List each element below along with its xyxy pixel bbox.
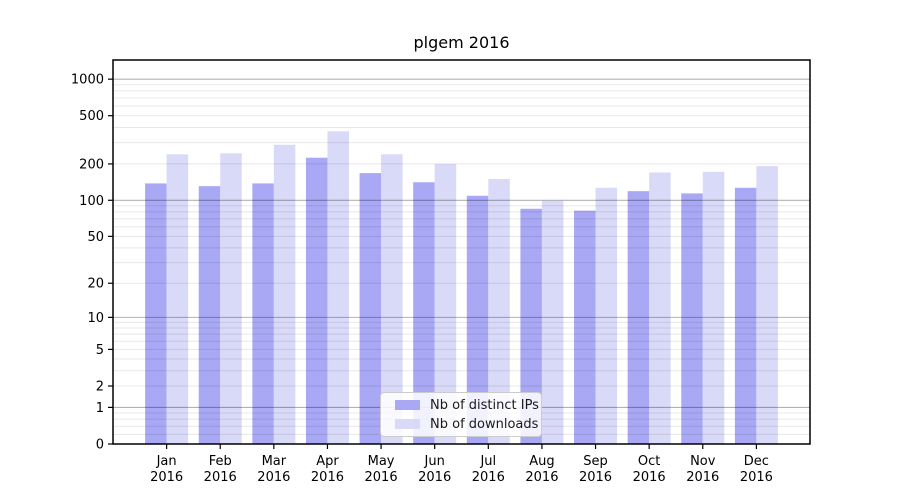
bar-downloads-mar — [273, 144, 296, 444]
legend-swatch-downloads — [395, 419, 420, 429]
bar-downloads-nov — [702, 171, 725, 445]
x-tick-label-year: 2016 — [204, 470, 237, 485]
bar-downloads-feb — [220, 153, 242, 445]
bar-distinct-ips-oct — [627, 191, 650, 444]
x-tick-label-year: 2016 — [257, 470, 290, 485]
x-tick-label-year: 2016 — [525, 470, 558, 485]
bar-distinct-ips-jun — [413, 182, 435, 444]
x-tick-label-year: 2016 — [418, 470, 451, 485]
bar-downloads-jul — [488, 179, 510, 444]
bar-downloads-apr — [327, 131, 349, 444]
x-tick-label-year: 2016 — [686, 470, 719, 485]
x-tick-label-year: 2016 — [150, 470, 183, 485]
bar-downloads-jun — [434, 163, 457, 444]
x-tick-label-month: Apr — [316, 454, 339, 469]
x-tick-label-month: May — [368, 454, 395, 469]
legend-label-downloads: Nb of downloads — [430, 416, 539, 432]
bar-distinct-ips-jan — [145, 183, 167, 444]
bar-distinct-ips-dec — [734, 187, 757, 444]
legend-swatch-distinct-ips — [395, 400, 420, 410]
bar-downloads-may — [381, 154, 403, 444]
y-tick-label-2: 2 — [96, 379, 104, 394]
bar-distinct-ips-aug — [520, 208, 542, 444]
bar-downloads-sep — [595, 187, 618, 444]
bar-downloads-dec — [756, 166, 778, 444]
y-tick-label-1000: 1000 — [71, 73, 104, 88]
x-tick-label-year: 2016 — [579, 470, 612, 485]
bar-distinct-ips-mar — [252, 183, 274, 444]
bar-distinct-ips-may — [359, 173, 382, 444]
y-tick-label-20: 20 — [87, 277, 104, 292]
legend-item-distinct-ips: Nb of distinct IPs — [389, 396, 539, 414]
x-tick-label-month: Aug — [529, 454, 554, 469]
bar-downloads-jan — [166, 154, 189, 444]
bar-downloads-oct — [649, 172, 671, 445]
x-tick-label-month: Jan — [156, 454, 177, 469]
y-tick-label-5: 5 — [96, 343, 104, 358]
x-tick-label-year: 2016 — [740, 470, 773, 485]
bar-distinct-ips-sep — [574, 210, 596, 444]
y-tick-label-1: 1 — [96, 401, 104, 416]
x-tick-label-year: 2016 — [311, 470, 344, 485]
legend: Nb of distinct IPs Nb of downloads — [380, 392, 542, 437]
y-tick-label-0: 0 — [96, 438, 104, 453]
chart-title: plgem 2016 — [413, 33, 510, 52]
bar-distinct-ips-feb — [198, 186, 221, 444]
x-tick-label-month: Sep — [583, 454, 608, 469]
x-tick-label-year: 2016 — [472, 470, 505, 485]
x-tick-label-month: Jun — [424, 454, 445, 469]
legend-item-downloads: Nb of downloads — [389, 415, 538, 433]
y-tick-label-50: 50 — [87, 230, 104, 245]
x-tick-label-month: Mar — [262, 454, 287, 469]
legend-label-distinct-ips: Nb of distinct IPs — [430, 397, 539, 413]
y-tick-label-10: 10 — [87, 311, 104, 326]
x-tick-label-year: 2016 — [633, 470, 666, 485]
axes-spines — [112, 59, 811, 445]
x-tick-label-month: Jul — [479, 454, 496, 469]
x-tick-label-month: Nov — [690, 454, 716, 469]
x-tick-label-month: Oct — [638, 454, 660, 469]
x-tick-label-month: Feb — [209, 454, 232, 469]
x-tick-label-year: 2016 — [365, 470, 398, 485]
bar-distinct-ips-jul — [466, 195, 489, 444]
y-tick-label-100: 100 — [79, 194, 104, 209]
bar-distinct-ips-apr — [305, 157, 328, 444]
bar-downloads-aug — [541, 200, 564, 444]
bar-distinct-ips-nov — [681, 193, 703, 444]
y-tick-label-200: 200 — [79, 157, 104, 172]
y-tick-label-500: 500 — [79, 109, 104, 124]
x-tick-label-month: Dec — [744, 454, 769, 469]
